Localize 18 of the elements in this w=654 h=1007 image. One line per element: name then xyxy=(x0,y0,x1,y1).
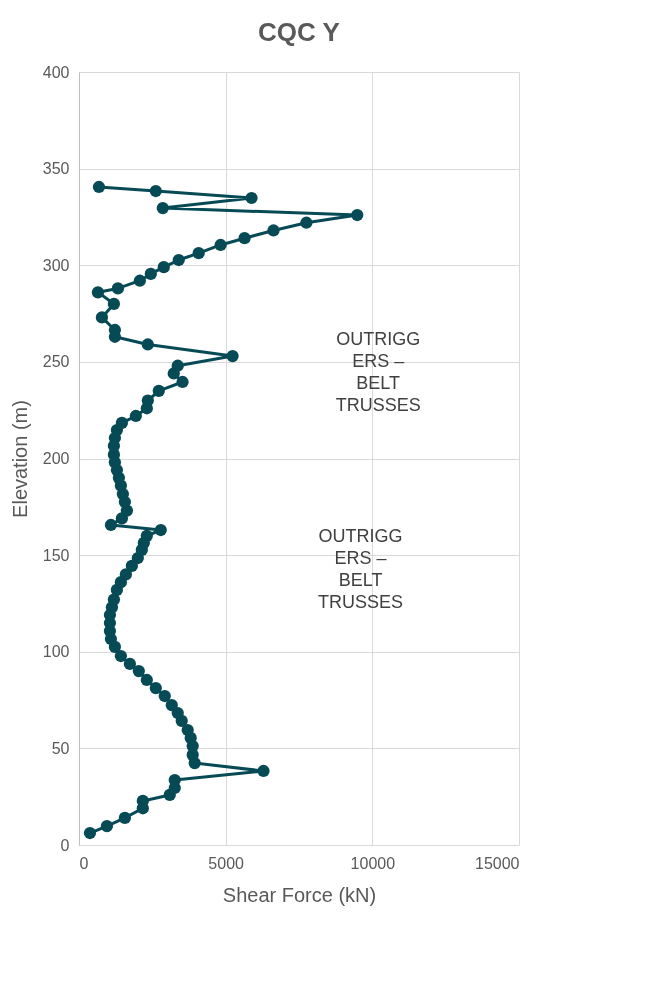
x-tick-label: 15000 xyxy=(475,854,520,872)
y-tick-label: 400 xyxy=(42,63,70,81)
x-tick-label: 0 xyxy=(79,854,89,872)
x-tick-label: 10000 xyxy=(350,854,396,872)
annotation: OUTRIGG ERS – BELT TRUSSES xyxy=(335,328,421,415)
y-axis-title: Elevation (m) xyxy=(8,400,31,518)
y-tick-label: 50 xyxy=(51,739,70,757)
y-tick-label: 250 xyxy=(42,353,70,371)
x-tick-label: 5000 xyxy=(208,854,245,872)
y-tick-label: 200 xyxy=(42,450,70,467)
chart-title: CQC Y xyxy=(258,17,340,47)
y-tick-label: 350 xyxy=(42,160,70,178)
y-tick-label: 100 xyxy=(42,643,70,661)
annotation: OUTRIGG ERS – BELT TRUSSES xyxy=(318,526,404,613)
x-axis-title: Shear Force (kN) xyxy=(222,883,377,906)
y-tick-label: 150 xyxy=(42,546,70,564)
y-tick-label: 300 xyxy=(42,256,70,274)
y-tick-label: 0 xyxy=(60,836,70,854)
